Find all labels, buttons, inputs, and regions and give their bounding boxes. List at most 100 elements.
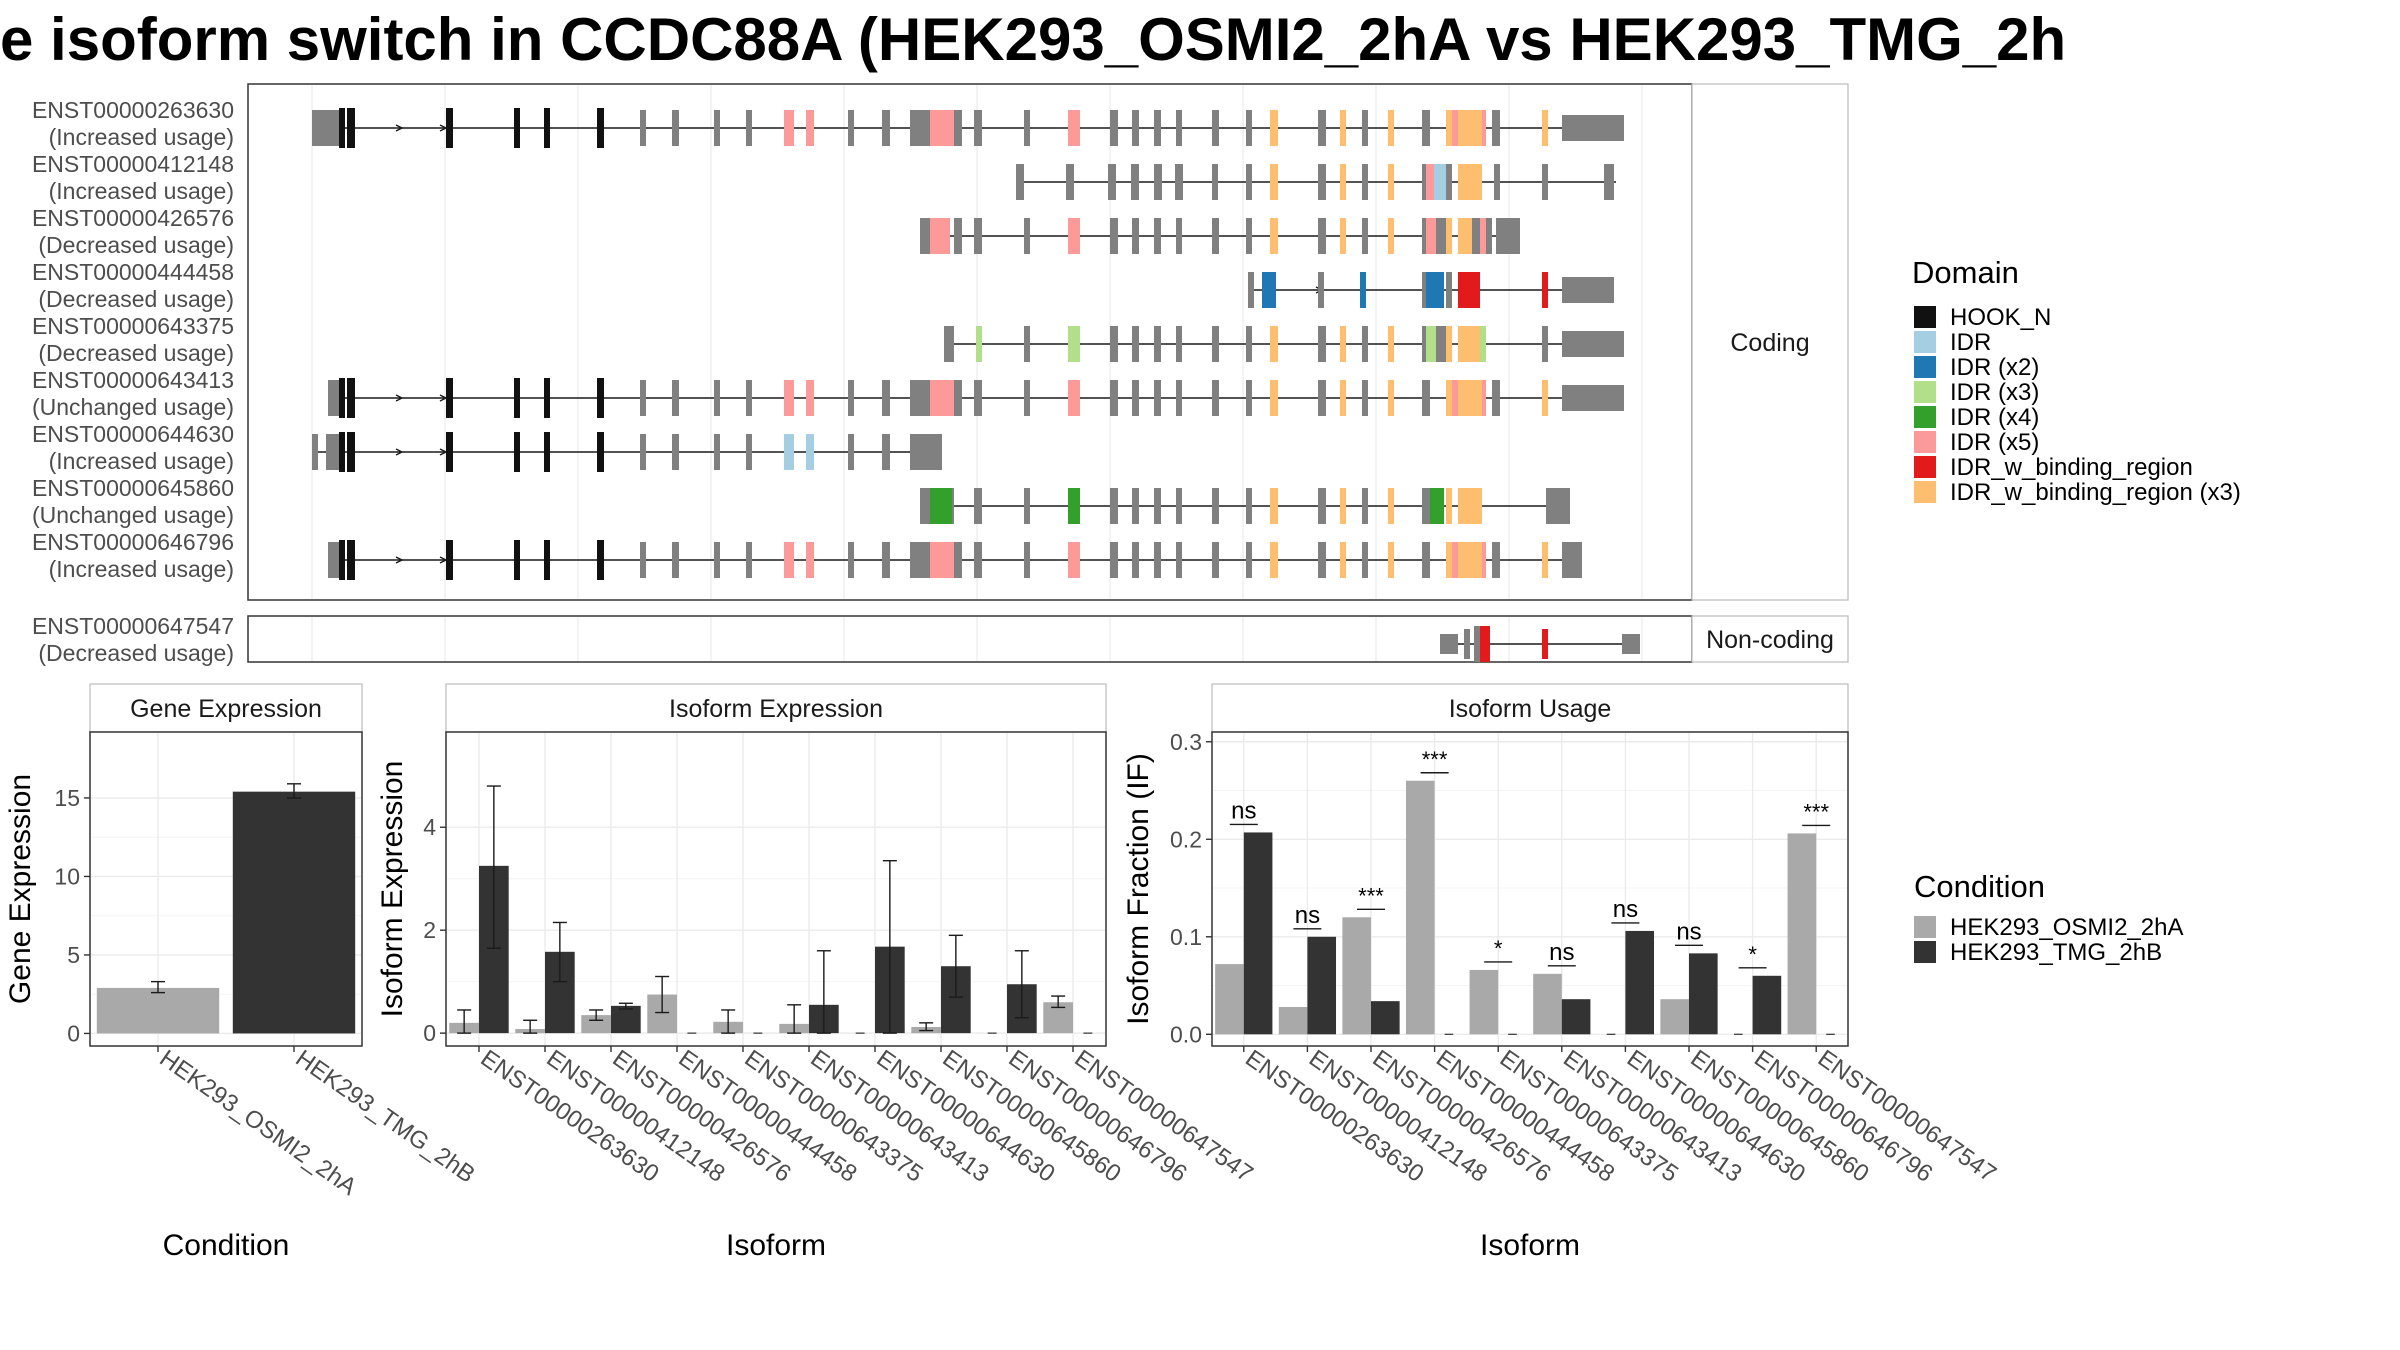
exon	[1024, 326, 1030, 362]
domain-exon	[1270, 380, 1278, 416]
legend-label: HEK293_OSMI2_2hA	[1950, 914, 2183, 941]
exon	[954, 218, 962, 254]
exon	[1066, 164, 1074, 200]
legend-label: IDR (x4)	[1950, 404, 2039, 431]
exon	[1154, 488, 1161, 524]
legend-label: IDR_w_binding_region	[1950, 454, 2193, 481]
exon	[672, 434, 679, 470]
strand-arrow-icon	[395, 448, 404, 456]
exon	[746, 542, 752, 578]
domain-exon	[1480, 110, 1486, 146]
exon	[1212, 218, 1219, 254]
exon	[1318, 542, 1326, 578]
domain-exon	[1446, 380, 1452, 416]
significance-label: ***	[1422, 747, 1448, 772]
domain-exon	[1426, 218, 1436, 254]
domain-exon	[514, 108, 520, 148]
domain-exon	[1262, 272, 1276, 308]
legend-label: IDR (x3)	[1950, 379, 2039, 406]
exon	[1132, 326, 1139, 362]
exon	[1024, 110, 1030, 146]
legend-label: IDR	[1950, 329, 1991, 356]
exon	[1176, 218, 1182, 254]
exon	[672, 542, 679, 578]
exon	[1542, 164, 1548, 200]
domain-exon	[347, 432, 355, 472]
domain-exon	[1068, 380, 1080, 416]
exon	[1110, 326, 1118, 362]
domain-exon	[446, 108, 453, 148]
bar	[1342, 917, 1371, 1035]
exon	[974, 542, 982, 578]
domain-exon	[1426, 326, 1436, 362]
significance-label: ns	[1676, 918, 1701, 945]
exon	[1132, 542, 1139, 578]
y-tick-label: 15	[54, 785, 80, 811]
bar	[1752, 975, 1782, 1035]
exon	[1132, 218, 1139, 254]
exon	[1154, 326, 1161, 362]
domain-exon	[1446, 326, 1452, 362]
exon	[954, 542, 962, 578]
exon	[1422, 380, 1430, 416]
exon	[312, 110, 340, 146]
transcript-usage-label: (Increased usage)	[49, 124, 234, 150]
legend-swatch	[1914, 481, 1936, 503]
domain-exon	[1458, 380, 1482, 416]
exon	[326, 434, 340, 470]
domain-exon	[347, 378, 355, 418]
exon	[1362, 488, 1368, 524]
exon	[328, 542, 340, 578]
transcript-usage-label: (Unchanged usage)	[32, 502, 234, 528]
domain-exon	[1542, 272, 1548, 308]
exon	[974, 218, 982, 254]
exon	[910, 380, 930, 416]
exon	[1024, 488, 1030, 524]
domain-exon	[514, 432, 520, 472]
exon	[1110, 218, 1118, 254]
domain-exon	[339, 432, 345, 472]
exon	[1176, 110, 1182, 146]
exon	[848, 542, 854, 578]
legend-label: HOOK_N	[1950, 304, 2051, 331]
domain-exon	[1458, 326, 1482, 362]
domain-exon	[1452, 110, 1460, 146]
domain-exon	[784, 542, 794, 578]
domain-exon	[597, 540, 604, 580]
exon	[1212, 542, 1219, 578]
exon	[1176, 542, 1182, 578]
exon	[1132, 488, 1139, 524]
bar	[96, 987, 220, 1034]
domain-exon	[1388, 110, 1394, 146]
transcript-id-label: ENST00000412148	[32, 151, 234, 177]
legend-swatch	[1914, 331, 1936, 353]
exon	[1480, 626, 1490, 662]
bar	[1787, 833, 1817, 1035]
transcript-model-ENST00000643375	[944, 326, 1624, 362]
y-axis-title: Gene Expression	[4, 774, 37, 1004]
exon	[1318, 272, 1324, 308]
exon	[1318, 488, 1326, 524]
exon	[1496, 218, 1520, 254]
bar	[1533, 973, 1562, 1035]
exon	[882, 434, 890, 470]
transcript-usage-label: (Decreased usage)	[38, 286, 234, 312]
condition-legend-title: Condition	[1914, 869, 2045, 904]
exon	[1492, 110, 1500, 146]
exon	[848, 110, 854, 146]
legend-swatch	[1914, 456, 1936, 478]
significance-label: ns	[1549, 939, 1574, 966]
exon	[1176, 488, 1182, 524]
exon	[1246, 110, 1252, 146]
exon	[882, 380, 890, 416]
domain-exon	[930, 380, 954, 416]
exon	[714, 110, 720, 146]
transcript-model-ENST00000644630	[312, 432, 942, 472]
exon	[1246, 326, 1252, 362]
exon	[848, 434, 854, 470]
exon	[1474, 626, 1482, 662]
exon	[1362, 164, 1368, 200]
exon	[1110, 542, 1118, 578]
